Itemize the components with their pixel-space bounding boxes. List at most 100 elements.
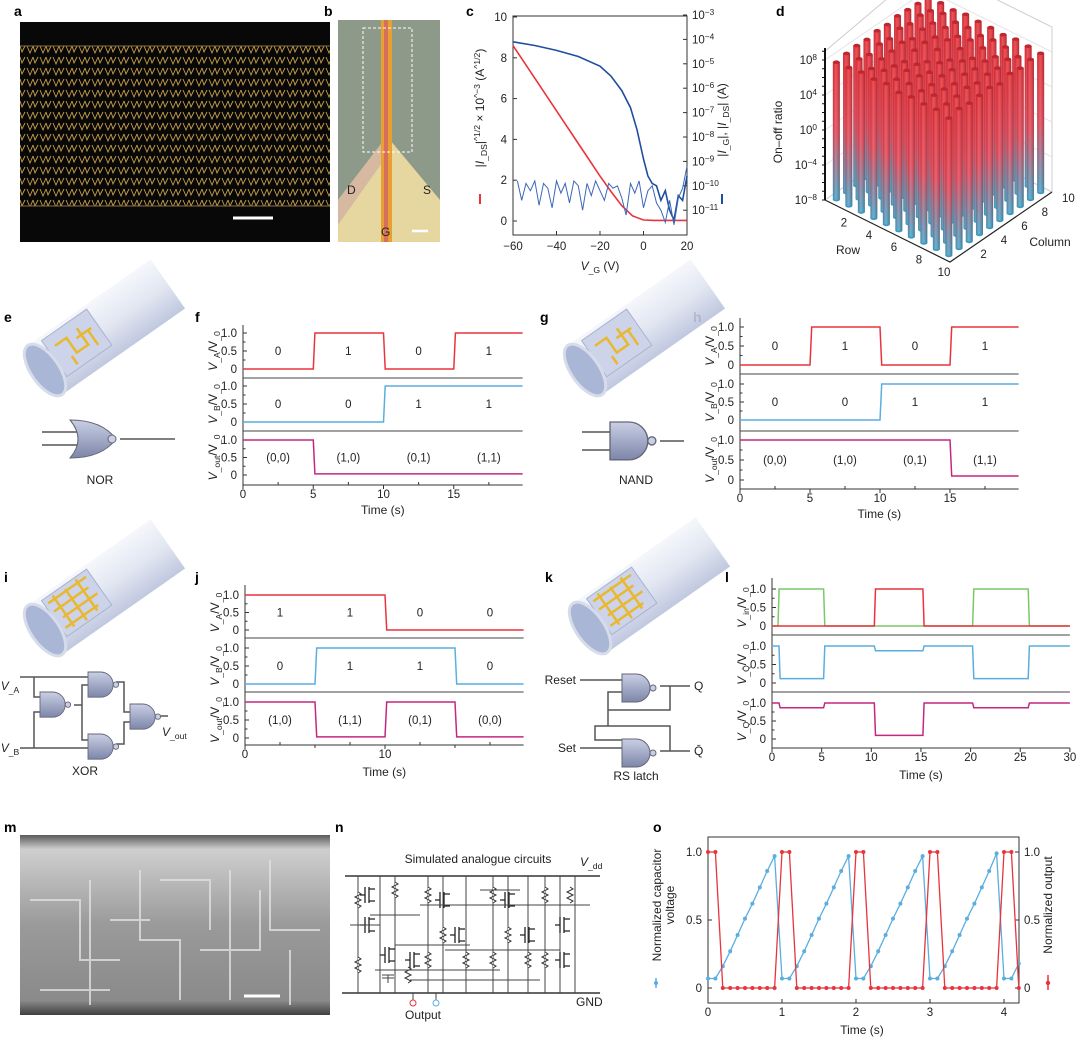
analogue-circuit-schematic: Simulated analogue circuits V_dd GND Output <box>342 852 603 1022</box>
y-axis-label: V_A/V_0 <box>206 331 222 371</box>
bar-top <box>958 59 966 63</box>
bar-top <box>943 102 951 106</box>
panel-label-l: l <box>725 569 729 585</box>
x-tick-label: 15 <box>944 493 957 505</box>
y-tick-label: 0 <box>501 216 507 228</box>
bar-top <box>936 60 944 65</box>
label-part: /V <box>703 392 717 403</box>
nand-gate-body <box>129 703 156 730</box>
y-tick-label: 1.0 <box>718 435 734 447</box>
label-part: V <box>735 676 749 685</box>
y-axis-label: V_B/V_0 <box>208 646 224 686</box>
y-axis-label: V_Q̄/V_0 <box>735 644 751 685</box>
data-point <box>735 986 740 990</box>
tube-nor-illustration <box>22 259 186 398</box>
label-part: −7 <box>705 106 715 115</box>
data-point <box>750 986 755 990</box>
x-tick-label: 5 <box>818 752 824 764</box>
bar-top <box>925 70 933 75</box>
inverter-bubble <box>154 713 162 720</box>
resistor <box>488 951 498 969</box>
data-point <box>891 916 895 921</box>
data-point <box>972 901 977 906</box>
column-axis-label: Column <box>1029 235 1070 249</box>
bar-top <box>875 42 883 46</box>
label-part: ^−3 <box>472 84 482 98</box>
label-part: V <box>1 679 10 693</box>
bar-top <box>1006 71 1014 76</box>
state-label: (1,1) <box>338 715 362 727</box>
bar-top <box>905 81 913 86</box>
label-part: _A <box>8 685 20 695</box>
label-part: /V <box>735 597 749 608</box>
bar-top <box>904 7 912 12</box>
bar-top <box>900 59 908 64</box>
z-tick-label: 10−8 <box>795 193 818 207</box>
tube-xor-illustration <box>22 519 186 658</box>
bar-top <box>976 33 984 38</box>
label-part: _B <box>8 747 20 757</box>
bar-top <box>863 37 871 42</box>
panel-label-n: n <box>335 819 344 835</box>
x-tick-label: 4 <box>1001 1007 1008 1019</box>
data-point <box>891 986 895 990</box>
x-axis-label: Time (s) <box>899 768 943 782</box>
state-label: 1 <box>277 608 283 620</box>
label-part: −11 <box>705 203 719 212</box>
bar-top <box>973 81 981 85</box>
bar-top <box>914 1 922 6</box>
label-part: /V <box>208 656 222 667</box>
label-part: V <box>735 732 749 741</box>
bar-top <box>937 1 945 5</box>
label-part: /V <box>206 444 220 455</box>
bar-top <box>878 57 886 61</box>
series-line-0 <box>740 326 1019 366</box>
data-point <box>950 949 955 954</box>
state-label: (1,1) <box>973 455 997 467</box>
label-part: V <box>580 855 589 869</box>
bar-r10-c5 <box>986 85 994 230</box>
label-part: | <box>473 141 487 144</box>
row-tick-label: 2 <box>841 217 847 229</box>
state-label: (1,0) <box>268 715 292 727</box>
label-part: _0 <box>741 701 751 712</box>
y-axis-label-left: Normalized capacitor <box>650 849 664 962</box>
bar-top <box>981 59 989 63</box>
gold-traces <box>594 326 640 365</box>
column-tick-label: 10 <box>1062 193 1075 205</box>
y-tick-label: 0.5 <box>718 397 734 409</box>
column-tick-label: 8 <box>1042 207 1048 219</box>
bar-r10-c10 <box>1037 51 1045 195</box>
data-point <box>942 986 947 990</box>
bar-shade <box>945 118 953 256</box>
x-tick-label: 0 <box>240 489 246 501</box>
bar-top <box>845 65 853 70</box>
data-point <box>824 986 829 990</box>
state-label: 1 <box>842 341 848 353</box>
bar-top <box>915 73 923 78</box>
transistor <box>520 927 535 943</box>
data-point <box>831 986 836 990</box>
resistor <box>390 881 400 899</box>
bar-top <box>975 93 983 98</box>
data-point <box>772 854 777 859</box>
x-tick-label: −60 <box>503 241 523 253</box>
nand-gate-body <box>39 691 66 718</box>
bar-top <box>971 67 979 71</box>
y-axis-label: V_A/V_0 <box>208 593 224 633</box>
data-point <box>728 986 733 990</box>
x-axis-label: Time (s) <box>840 1023 884 1037</box>
label-part: V <box>208 734 222 743</box>
photo-sem-circuit <box>20 835 330 1015</box>
panel-label-g: g <box>540 309 549 325</box>
transistor <box>555 952 570 968</box>
data-point <box>802 986 807 990</box>
y-tick-label: 1.0 <box>221 328 237 340</box>
y-axis-label: V_in/V_0 <box>735 587 751 628</box>
label-part: −5 <box>705 57 715 66</box>
bar-top <box>938 74 946 78</box>
panel-label-a: a <box>14 3 22 19</box>
label-part: −9 <box>705 154 715 163</box>
state-label: 0 <box>912 341 918 353</box>
